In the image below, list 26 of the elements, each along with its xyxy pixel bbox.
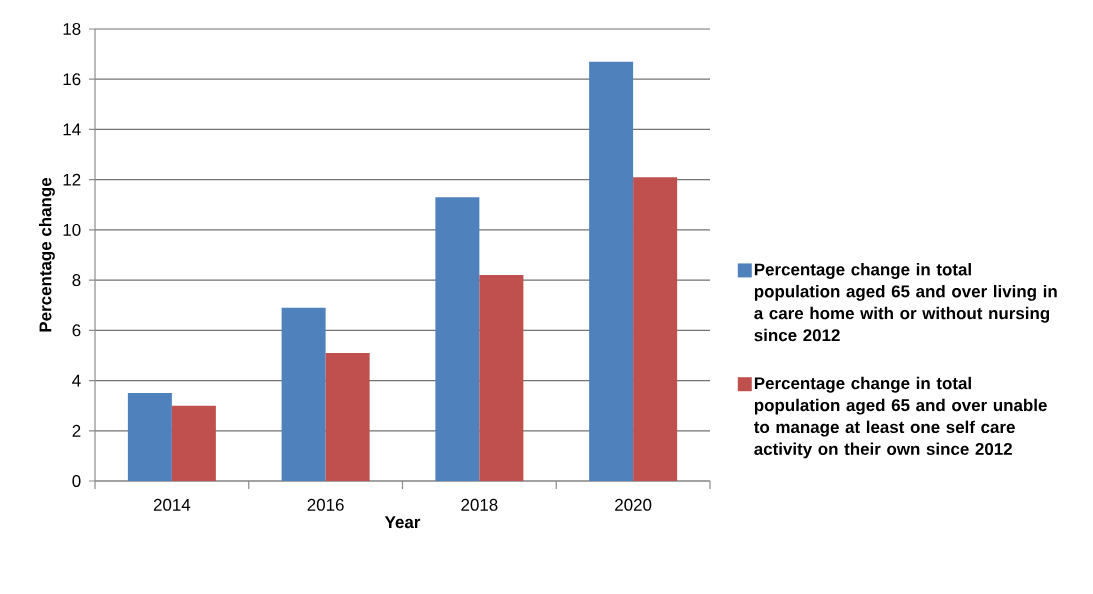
y-tick-label: 10 (63, 223, 81, 236)
y-tick-label: 18 (63, 23, 81, 35)
bar (281, 307, 326, 481)
x-tick-label: 2016 (307, 498, 344, 511)
x-axis-title: Year (384, 516, 421, 529)
x-tick-label: 2020 (615, 498, 652, 511)
y-tick-label: 14 (63, 123, 81, 136)
bar (325, 352, 370, 481)
legend-label: Percentage change in total population aged 65 and over unable to manage at least one self care activity on their own since 2012 (753, 376, 1047, 459)
bar (171, 405, 216, 481)
bar (633, 177, 678, 481)
y-tick-label: 16 (63, 73, 81, 86)
y-axis-title: Percentage change (38, 177, 55, 332)
bar (435, 197, 480, 481)
y-tick-label: 0 (72, 475, 81, 487)
bar (127, 393, 172, 481)
x-tick-label: 2014 (153, 498, 191, 511)
x-tick-label: 2018 (461, 498, 498, 511)
legend-label: Percentage change in total population aged 65 and over living in a care home with or without nursing since 2012 (754, 263, 1057, 342)
y-tick-label: 6 (72, 324, 81, 337)
y-tick-label: 8 (72, 274, 81, 287)
y-tick-label: 4 (72, 374, 81, 387)
bar (479, 275, 524, 481)
y-tick-label: 12 (63, 173, 81, 186)
bar (589, 61, 634, 481)
y-tick-label: 2 (72, 424, 81, 437)
